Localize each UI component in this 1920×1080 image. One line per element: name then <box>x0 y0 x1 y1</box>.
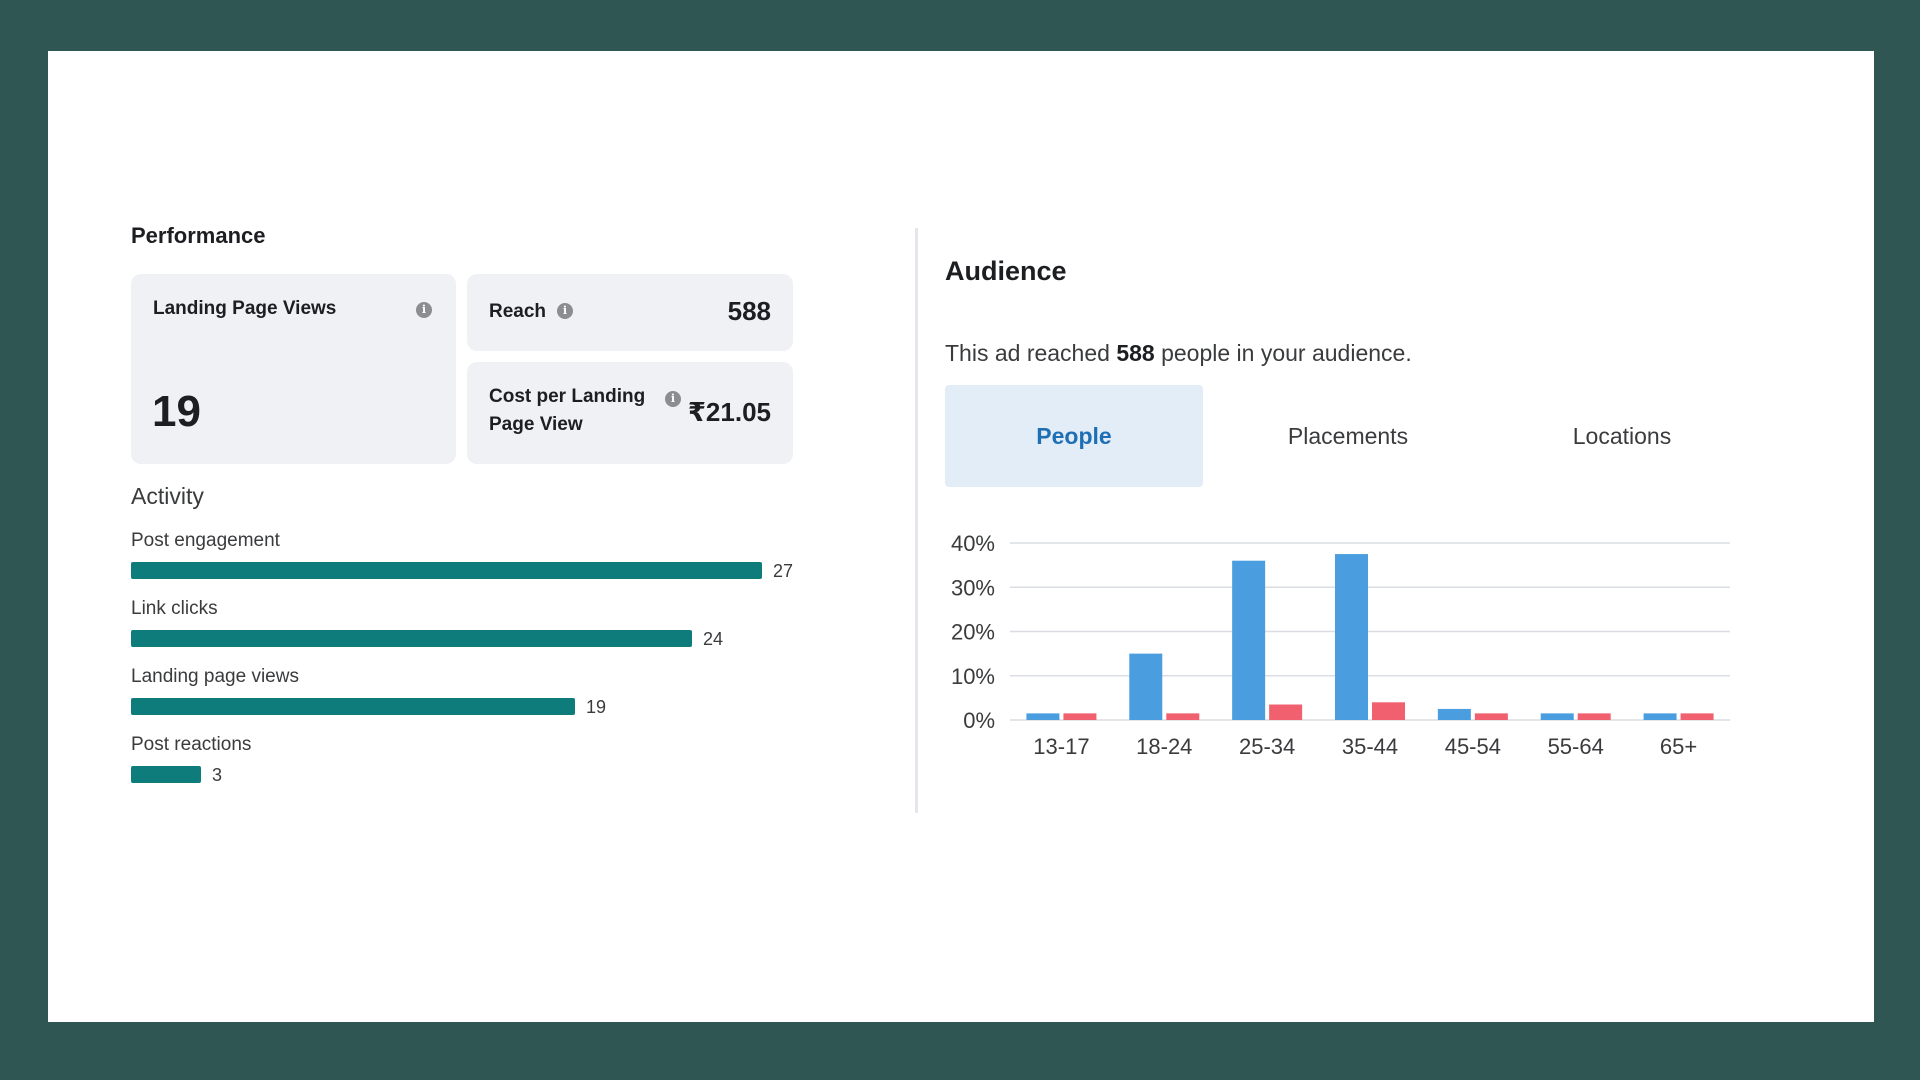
chart-bar <box>1166 713 1200 720</box>
activity-bar <box>131 562 762 579</box>
y-tick-label: 10% <box>951 664 995 689</box>
audience-age-chart: 0% 10% 20% 30% 40% 13-17 18-24 25-34 35-44 45-54 5… <box>951 531 1730 759</box>
tab-people[interactable]: People <box>945 385 1203 487</box>
subtitle-suffix: people in your audience. <box>1154 340 1412 366</box>
subtitle-reach-count: 588 <box>1116 340 1155 366</box>
activity-bar-value: 24 <box>703 629 724 649</box>
landing-page-views-card[interactable]: Landing Page Views i 19 <box>131 274 456 464</box>
chart-bar <box>1540 713 1574 720</box>
cost-label-line1: Cost per Landing <box>489 386 646 407</box>
tab-locations[interactable]: Locations <box>1572 423 1672 449</box>
activity-bar <box>131 698 575 715</box>
chart-bar <box>1372 702 1405 720</box>
y-tick-label: 40% <box>951 531 995 556</box>
activity-item: Link clicks 24 <box>131 598 723 649</box>
y-tick-label: 20% <box>951 620 995 645</box>
chart-bar <box>1063 713 1097 720</box>
content-frame <box>48 51 1874 1022</box>
audience-subtitle: This ad reached 588 people in your audie… <box>945 340 1412 367</box>
performance-title: Performance <box>131 223 266 248</box>
activity-item-label: Post reactions <box>131 734 252 755</box>
activity-title: Activity <box>131 483 204 509</box>
landing-page-views-label: Landing Page Views <box>153 298 337 319</box>
activity-bar-value: 19 <box>586 697 607 717</box>
activity-item: Post engagement 27 <box>131 530 793 581</box>
x-tick-label: 55-64 <box>1548 734 1604 759</box>
chart-bar <box>1026 713 1060 720</box>
cost-per-landing-page-view-card[interactable]: Cost per Landing Page View i ₹21.05 <box>467 362 793 464</box>
chart-bar <box>1269 704 1303 720</box>
landing-page-views-value: 19 <box>152 387 201 436</box>
cost-label-line2: Page View <box>489 414 583 435</box>
chart-bar <box>1680 713 1714 720</box>
activity-item-label: Post engagement <box>131 530 280 551</box>
activity-bar-value: 3 <box>212 765 223 785</box>
reach-value: 588 <box>727 296 771 326</box>
chart-bar <box>1232 560 1266 720</box>
info-icon[interactable]: i <box>665 391 681 407</box>
y-tick-label: 30% <box>951 575 995 600</box>
activity-item: Post reactions 3 <box>131 734 252 785</box>
info-icon[interactable]: i <box>557 303 573 319</box>
x-tick-label: 18-24 <box>1136 734 1192 759</box>
activity-bar <box>131 766 201 783</box>
x-tick-label: 25-34 <box>1239 734 1295 759</box>
subtitle-prefix: This ad reached <box>945 340 1117 366</box>
reach-card[interactable]: Reach i 588 <box>467 274 793 351</box>
cost-per-landing-page-view-value: ₹21.05 <box>687 397 771 427</box>
activity-bar-value: 27 <box>773 561 794 581</box>
cost-per-landing-page-view-label: Cost per Landing Page View <box>489 383 645 439</box>
x-tick-label: 65+ <box>1660 734 1697 759</box>
activity-item-label: Landing page views <box>131 666 299 687</box>
tab-placements[interactable]: Placements <box>1287 423 1409 449</box>
chart-bar <box>1129 653 1163 720</box>
x-tick-label: 35-44 <box>1342 734 1398 759</box>
chart-bar <box>1577 713 1611 720</box>
chart-bar <box>1335 554 1368 720</box>
activity-bar <box>131 630 692 647</box>
audience-title: Audience <box>945 256 1067 286</box>
chart-bar <box>1437 708 1471 720</box>
y-tick-label: 0% <box>963 708 995 733</box>
section-divider <box>915 228 918 813</box>
info-icon[interactable]: i <box>416 302 432 318</box>
activity-item-label: Link clicks <box>131 598 218 619</box>
activity-item: Landing page views 19 <box>131 666 606 717</box>
chart-bar <box>1474 713 1508 720</box>
chart-bar <box>1643 713 1677 720</box>
x-tick-label: 13-17 <box>1033 734 1089 759</box>
reach-label: Reach <box>489 301 547 322</box>
x-tick-label: 45-54 <box>1445 734 1501 759</box>
